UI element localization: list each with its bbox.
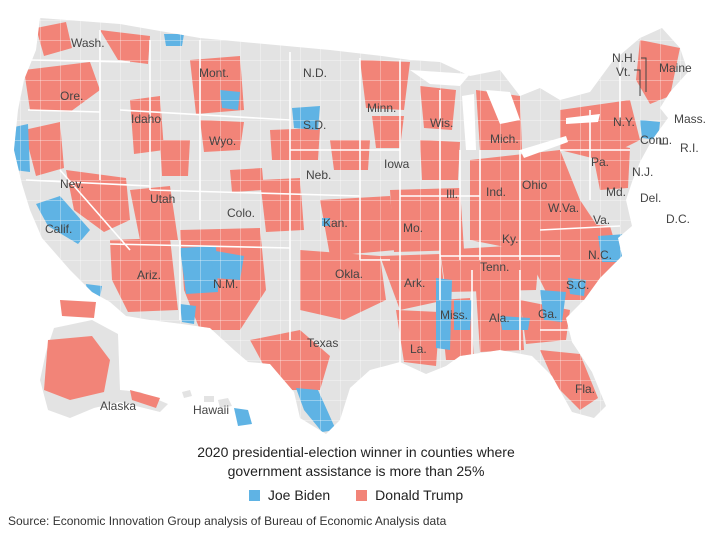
state-labels: Wash. Ore. Idaho Mont. N.D. S.D. Minn. W… [45,36,706,417]
label-idaho: Idaho [131,112,161,126]
label-dc: D.C. [666,212,690,226]
label-mich: Mich. [490,132,519,146]
label-ga: Ga. [538,307,557,321]
label-del: Del. [640,191,661,205]
lake-huron [486,90,520,124]
label-va: Va. [593,213,610,227]
callout-lines [634,57,668,145]
mainland [14,18,688,434]
label-texas: Texas [307,336,338,350]
label-sc: S.C. [566,278,589,292]
label-nc: N.C. [588,248,612,262]
alaska [40,300,168,418]
label-nh: N.H. [612,51,636,65]
map-caption: 2020 presidential-election winner in cou… [0,443,712,481]
label-tenn: Tenn. [480,260,509,274]
label-sd: S.D. [303,118,326,132]
label-utah: Utah [150,192,175,206]
label-maine: Maine [659,61,692,75]
hawaii [182,390,252,426]
label-wva: W.Va. [548,201,579,215]
label-hawaii: Hawaii [193,403,229,417]
us-county-map: Wash. Ore. Idaho Mont. N.D. S.D. Minn. W… [14,18,706,434]
lake-ontario [566,114,600,124]
label-ariz: Ariz. [137,268,161,282]
label-wyo: Wyo. [209,134,236,148]
label-nj: N.J. [632,165,653,179]
legend: Joe Biden Donald Trump [0,487,712,503]
state-borders [25,30,630,370]
label-miss: Miss. [440,308,468,322]
label-fla: Fla. [575,382,595,396]
lake-superior [410,70,470,86]
label-wash: Wash. [71,36,105,50]
label-okla: Okla. [335,267,363,281]
label-vt: Vt. [616,65,631,79]
label-la: La. [410,342,427,356]
label-colo: Colo. [227,206,255,220]
label-nd: N.D. [303,66,327,80]
label-minn: Minn. [367,101,396,115]
label-nev: Nev. [60,177,84,191]
label-mass: Mass. [674,112,706,126]
label-iowa: Iowa [384,157,410,171]
label-pa: Pa. [591,155,609,169]
label-mont: Mont. [199,66,229,80]
great-lakes [410,70,600,158]
label-ny: N.Y. [613,115,635,129]
source-note: Source: Economic Innovation Group analys… [8,514,447,528]
legend-swatch-trump [356,489,368,501]
label-mo: Mo. [403,221,423,235]
label-neb: Neb. [306,168,331,182]
legend-swatch-biden [248,489,260,501]
label-ill: Ill. [446,187,458,201]
label-nm: N.M. [213,277,238,291]
label-ind: Ind. [486,185,506,199]
label-conn: Conn. [640,133,672,147]
caption-line-2: government assistance is more than 25% [227,463,485,479]
lake-erie [520,136,568,158]
label-kan: Kan. [323,216,348,230]
label-ky: Ky. [502,232,518,246]
label-ohio: Ohio [522,178,548,192]
legend-label-biden: Joe Biden [267,487,331,503]
label-ore: Ore. [60,89,83,103]
legend-item-trump: Donald Trump [356,487,463,503]
lake-michigan [462,94,476,150]
label-ark: Ark. [404,276,425,290]
label-alaska: Alaska [100,399,136,413]
legend-item-biden: Joe Biden [248,487,331,503]
label-wis: Wis. [430,116,453,130]
label-calif: Calif. [45,222,72,236]
legend-label-trump: Donald Trump [375,487,464,503]
label-ala: Ala. [489,311,510,325]
label-md: Md. [606,185,626,199]
caption-line-1: 2020 presidential-election winner in cou… [197,444,515,460]
label-ri: R.I. [680,141,699,155]
